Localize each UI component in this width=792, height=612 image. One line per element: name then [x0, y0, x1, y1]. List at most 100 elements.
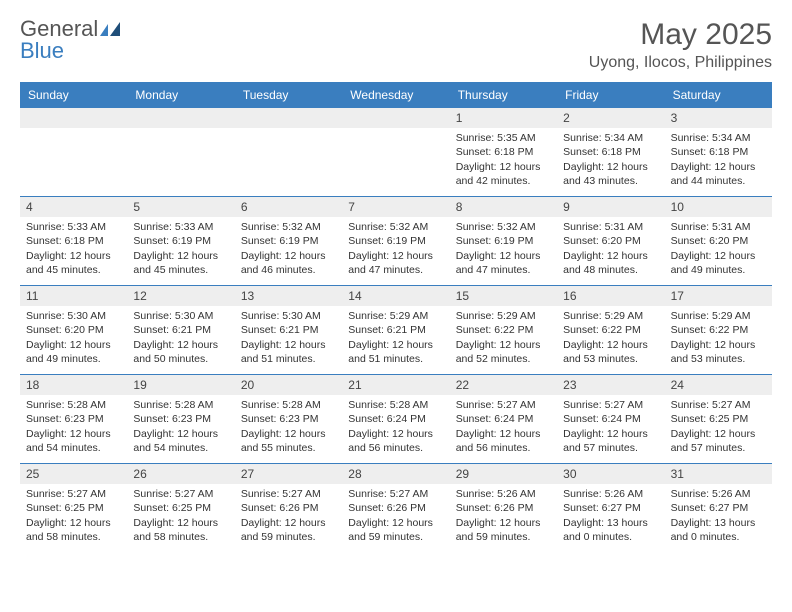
- day-ss: Sunset: 6:24 PM: [563, 412, 658, 426]
- day-number: 31: [665, 464, 772, 484]
- calendar-cell: [127, 108, 234, 196]
- dayhead-sun: Sunday: [20, 82, 127, 108]
- day-info: Sunrise: 5:30 AMSunset: 6:21 PMDaylight:…: [241, 309, 336, 366]
- day-number: 8: [450, 197, 557, 217]
- day-number: 22: [450, 375, 557, 395]
- calendar-cell: 18Sunrise: 5:28 AMSunset: 6:23 PMDayligh…: [20, 375, 127, 463]
- day-number: [127, 108, 234, 128]
- day-dl: Daylight: 12 hours and 46 minutes.: [241, 249, 336, 277]
- day-info: Sunrise: 5:33 AMSunset: 6:18 PMDaylight:…: [26, 220, 121, 277]
- day-dl: Daylight: 12 hours and 47 minutes.: [456, 249, 551, 277]
- day-ss: Sunset: 6:19 PM: [241, 234, 336, 248]
- day-ss: Sunset: 6:25 PM: [133, 501, 228, 515]
- calendar-cell: 9Sunrise: 5:31 AMSunset: 6:20 PMDaylight…: [557, 197, 664, 285]
- title-block: May 2025 Uyong, Ilocos, Philippines: [589, 18, 772, 72]
- day-dl: Daylight: 12 hours and 43 minutes.: [563, 160, 658, 188]
- dayhead-sat: Saturday: [665, 82, 772, 108]
- day-sr: Sunrise: 5:27 AM: [348, 487, 443, 501]
- calendar-cell: 28Sunrise: 5:27 AMSunset: 6:26 PMDayligh…: [342, 464, 449, 552]
- calendar-body: 1Sunrise: 5:35 AMSunset: 6:18 PMDaylight…: [20, 108, 772, 552]
- day-ss: Sunset: 6:27 PM: [671, 501, 766, 515]
- day-info: Sunrise: 5:28 AMSunset: 6:24 PMDaylight:…: [348, 398, 443, 455]
- day-dl: Daylight: 12 hours and 44 minutes.: [671, 160, 766, 188]
- day-sr: Sunrise: 5:28 AM: [133, 398, 228, 412]
- day-number: 5: [127, 197, 234, 217]
- day-ss: Sunset: 6:24 PM: [456, 412, 551, 426]
- day-ss: Sunset: 6:18 PM: [563, 145, 658, 159]
- calendar-week: 25Sunrise: 5:27 AMSunset: 6:25 PMDayligh…: [20, 464, 772, 552]
- page-header: GeneralBlue May 2025 Uyong, Ilocos, Phil…: [20, 18, 772, 72]
- calendar-cell: 6Sunrise: 5:32 AMSunset: 6:19 PMDaylight…: [235, 197, 342, 285]
- calendar-cell: 1Sunrise: 5:35 AMSunset: 6:18 PMDaylight…: [450, 108, 557, 196]
- day-dl: Daylight: 12 hours and 49 minutes.: [26, 338, 121, 366]
- day-ss: Sunset: 6:18 PM: [456, 145, 551, 159]
- day-ss: Sunset: 6:26 PM: [456, 501, 551, 515]
- day-info: Sunrise: 5:29 AMSunset: 6:21 PMDaylight:…: [348, 309, 443, 366]
- day-sr: Sunrise: 5:33 AM: [133, 220, 228, 234]
- calendar-cell: 3Sunrise: 5:34 AMSunset: 6:18 PMDaylight…: [665, 108, 772, 196]
- day-sr: Sunrise: 5:26 AM: [563, 487, 658, 501]
- calendar-week: 1Sunrise: 5:35 AMSunset: 6:18 PMDaylight…: [20, 108, 772, 197]
- brand-logo: GeneralBlue: [20, 18, 122, 62]
- day-number: 29: [450, 464, 557, 484]
- day-dl: Daylight: 12 hours and 51 minutes.: [348, 338, 443, 366]
- day-number: 24: [665, 375, 772, 395]
- day-dl: Daylight: 12 hours and 52 minutes.: [456, 338, 551, 366]
- day-info: Sunrise: 5:33 AMSunset: 6:19 PMDaylight:…: [133, 220, 228, 277]
- day-ss: Sunset: 6:19 PM: [133, 234, 228, 248]
- page-title: May 2025: [589, 18, 772, 52]
- day-number: 11: [20, 286, 127, 306]
- day-ss: Sunset: 6:24 PM: [348, 412, 443, 426]
- calendar-cell: 24 Sunrise: 5:27 AMSunset: 6:25 PMDayligh…: [665, 375, 772, 463]
- day-ss: Sunset: 6:19 PM: [456, 234, 551, 248]
- day-ss: Sunset: 6:21 PM: [241, 323, 336, 337]
- calendar-cell: 22Sunrise: 5:27 AMSunset: 6:24 PMDayligh…: [450, 375, 557, 463]
- day-info: Sunrise: 5:32 AMSunset: 6:19 PMDaylight:…: [241, 220, 336, 277]
- day-number: 9: [557, 197, 664, 217]
- day-number: [235, 108, 342, 128]
- calendar-cell: 7Sunrise: 5:32 AMSunset: 6:19 PMDaylight…: [342, 197, 449, 285]
- day-number: 3: [665, 108, 772, 128]
- day-sr: Sunrise: 5:29 AM: [456, 309, 551, 323]
- day-info: Sunrise: 5:27 AMSunset: 6:25 PMDaylight:…: [26, 487, 121, 544]
- day-sr: Sunrise: 5:32 AM: [241, 220, 336, 234]
- day-ss: Sunset: 6:20 PM: [671, 234, 766, 248]
- day-dl: Daylight: 13 hours and 0 minutes.: [671, 516, 766, 544]
- day-dl: Daylight: 12 hours and 59 minutes.: [241, 516, 336, 544]
- day-number: 14: [342, 286, 449, 306]
- calendar-cell: 25 Sunrise: 5:27 AMSunset: 6:25 PMDayligh…: [20, 464, 127, 552]
- day-number: 27: [235, 464, 342, 484]
- day-number: 4: [20, 197, 127, 217]
- brand-part2: Blue: [20, 38, 64, 63]
- brand-sail-icon: [100, 18, 122, 32]
- day-sr: Sunrise: 5:30 AM: [133, 309, 228, 323]
- day-dl: Daylight: 12 hours and 57 minutes.: [563, 427, 658, 455]
- day-info: Sunrise: 5:27 AMSunset: 6:25 PMDaylight:…: [671, 398, 766, 455]
- calendar-cell: 8Sunrise: 5:32 AMSunset: 6:19 PMDaylight…: [450, 197, 557, 285]
- day-sr: Sunrise: 5:27 AM: [133, 487, 228, 501]
- day-ss: Sunset: 6:25 PM: [671, 412, 766, 426]
- day-ss: Sunset: 6:20 PM: [26, 323, 121, 337]
- day-dl: Daylight: 12 hours and 42 minutes.: [456, 160, 551, 188]
- day-info: Sunrise: 5:28 AMSunset: 6:23 PMDaylight:…: [241, 398, 336, 455]
- day-sr: Sunrise: 5:30 AM: [241, 309, 336, 323]
- day-dl: Daylight: 12 hours and 57 minutes.: [671, 427, 766, 455]
- day-info: Sunrise: 5:34 AMSunset: 6:18 PMDaylight:…: [563, 131, 658, 188]
- day-dl: Daylight: 12 hours and 54 minutes.: [133, 427, 228, 455]
- day-info: Sunrise: 5:26 AMSunset: 6:26 PMDaylight:…: [456, 487, 551, 544]
- day-sr: Sunrise: 5:29 AM: [348, 309, 443, 323]
- day-dl: Daylight: 12 hours and 45 minutes.: [26, 249, 121, 277]
- calendar-cell: 30Sunrise: 5:26 AMSunset: 6:27 PMDayligh…: [557, 464, 664, 552]
- day-number: 12: [127, 286, 234, 306]
- calendar-cell: 19Sunrise: 5:28 AMSunset: 6:23 PMDayligh…: [127, 375, 234, 463]
- day-sr: Sunrise: 5:27 AM: [456, 398, 551, 412]
- day-number: 1: [450, 108, 557, 128]
- day-number: 25: [20, 464, 127, 484]
- day-dl: Daylight: 12 hours and 56 minutes.: [348, 427, 443, 455]
- day-dl: Daylight: 12 hours and 53 minutes.: [563, 338, 658, 366]
- calendar-cell: 2Sunrise: 5:34 AMSunset: 6:18 PMDaylight…: [557, 108, 664, 196]
- calendar-cell: 12Sunrise: 5:30 AMSunset: 6:21 PMDayligh…: [127, 286, 234, 374]
- day-ss: Sunset: 6:19 PM: [348, 234, 443, 248]
- calendar-cell: 13Sunrise: 5:30 AMSunset: 6:21 PMDayligh…: [235, 286, 342, 374]
- day-ss: Sunset: 6:25 PM: [26, 501, 121, 515]
